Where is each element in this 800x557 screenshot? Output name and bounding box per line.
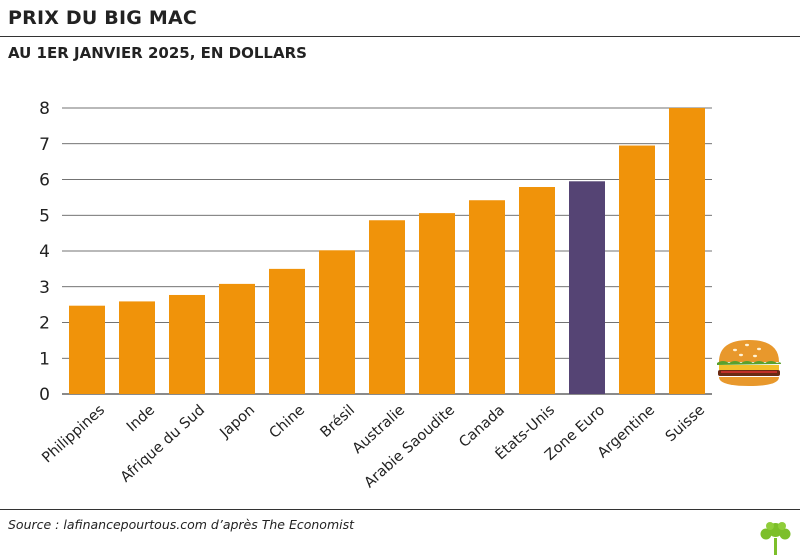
bar — [269, 268, 305, 394]
y-tick-label: 2 — [39, 314, 50, 334]
x-tick-label: Brésil — [318, 402, 359, 441]
burger-icon — [717, 340, 781, 386]
y-tick-label: 6 — [39, 171, 50, 191]
bar — [319, 250, 355, 394]
bar — [369, 220, 405, 394]
bar — [519, 187, 555, 394]
title-divider — [0, 36, 800, 37]
y-tick-label: 7 — [39, 135, 50, 155]
bar — [619, 145, 655, 394]
bar — [569, 181, 605, 394]
x-tick-label: Arabie Saoudite — [362, 402, 459, 491]
y-tick-label: 0 — [39, 385, 50, 405]
chart-title: PRIX DU BIG MAC — [8, 7, 198, 29]
source-note: Source : lafinancepourtous.com d’après T… — [8, 517, 355, 532]
bar — [419, 213, 455, 394]
bar — [469, 200, 505, 394]
bar — [669, 108, 705, 394]
y-tick-label: 3 — [39, 278, 50, 298]
x-tick-label: Chine — [267, 402, 309, 442]
y-tick-label: 8 — [39, 99, 50, 119]
y-tick-label: 1 — [39, 349, 50, 369]
x-tick-label: Afrique du Sud — [118, 402, 208, 486]
bar — [169, 294, 205, 394]
bar — [119, 301, 155, 394]
y-tick-label: 4 — [39, 242, 50, 262]
y-tick-label: 5 — [39, 206, 50, 226]
x-tick-label: Japon — [217, 402, 259, 442]
x-tick-label: Philippines — [39, 402, 108, 466]
x-tick-label: Inde — [124, 402, 158, 435]
bar — [219, 283, 255, 394]
bar — [69, 305, 105, 394]
x-tick-label: Suisse — [663, 402, 708, 445]
chart-subtitle: AU 1ER JANVIER 2025, EN DOLLARS — [8, 44, 307, 62]
footer-divider — [0, 509, 800, 510]
tree-logo-icon — [760, 522, 791, 555]
